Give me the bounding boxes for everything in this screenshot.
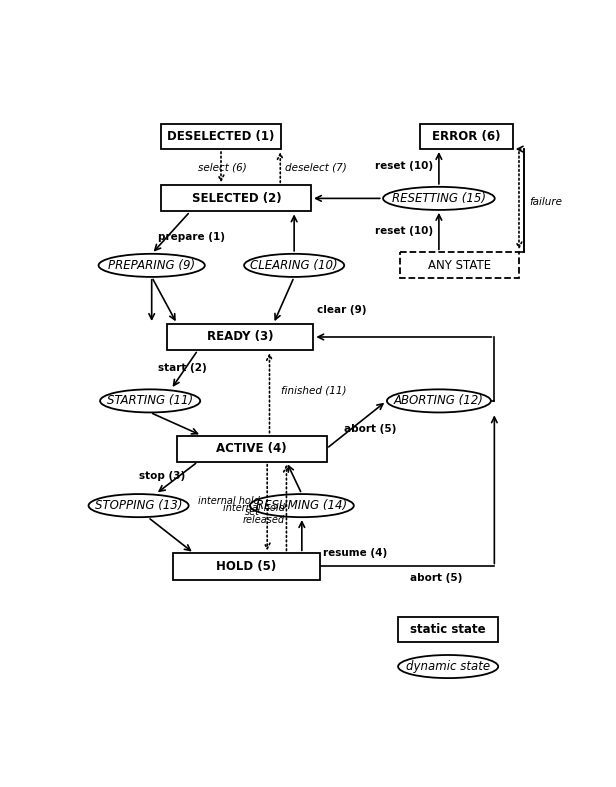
- Text: deselect (7): deselect (7): [285, 163, 347, 172]
- Text: reset (10): reset (10): [375, 227, 432, 237]
- FancyBboxPatch shape: [398, 617, 498, 642]
- Text: failure: failure: [529, 198, 562, 207]
- Text: RESETTING (15): RESETTING (15): [392, 192, 486, 205]
- Text: abort (5): abort (5): [410, 573, 462, 583]
- Text: DESELECTED (1): DESELECTED (1): [168, 131, 275, 143]
- Ellipse shape: [398, 655, 498, 678]
- Text: SELECTED (2): SELECTED (2): [192, 192, 281, 205]
- Text: prepare (1): prepare (1): [158, 232, 225, 242]
- Text: ABORTING (12): ABORTING (12): [394, 394, 484, 408]
- Ellipse shape: [250, 494, 354, 517]
- Text: internal hold
released: internal hold released: [223, 504, 285, 525]
- Text: ACTIVE (4): ACTIVE (4): [216, 442, 287, 455]
- Text: ERROR (6): ERROR (6): [432, 131, 501, 143]
- Ellipse shape: [89, 494, 188, 517]
- FancyBboxPatch shape: [161, 124, 281, 149]
- Text: select (6): select (6): [198, 163, 246, 172]
- FancyBboxPatch shape: [177, 435, 327, 462]
- Text: STOPPING (13): STOPPING (13): [95, 499, 182, 512]
- Text: PREPARING (9): PREPARING (9): [108, 259, 195, 272]
- Text: reset (10): reset (10): [375, 161, 432, 171]
- Text: internal hold
set: internal hold set: [198, 496, 259, 517]
- Ellipse shape: [383, 187, 495, 210]
- FancyBboxPatch shape: [400, 253, 519, 279]
- Ellipse shape: [99, 254, 205, 277]
- Ellipse shape: [100, 390, 200, 412]
- Text: abort (5): abort (5): [344, 424, 397, 434]
- FancyBboxPatch shape: [173, 553, 320, 579]
- Text: CLEARING (10): CLEARING (10): [250, 259, 338, 272]
- Text: HOLD (5): HOLD (5): [216, 560, 277, 573]
- FancyBboxPatch shape: [421, 124, 513, 149]
- Text: resume (4): resume (4): [323, 549, 387, 558]
- Text: stop (3): stop (3): [139, 471, 185, 481]
- Text: READY (3): READY (3): [207, 331, 274, 343]
- FancyBboxPatch shape: [161, 185, 312, 212]
- Ellipse shape: [244, 254, 344, 277]
- Text: STARTING (11): STARTING (11): [107, 394, 193, 408]
- Text: static state: static state: [410, 623, 486, 636]
- Ellipse shape: [387, 390, 491, 412]
- Text: clear (9): clear (9): [317, 305, 367, 315]
- FancyBboxPatch shape: [167, 324, 314, 350]
- Text: dynamic state: dynamic state: [406, 660, 490, 673]
- Text: start (2): start (2): [158, 363, 206, 373]
- Text: ANY STATE: ANY STATE: [428, 259, 491, 272]
- Text: finished (11): finished (11): [281, 386, 347, 396]
- Text: RESUMING (14): RESUMING (14): [256, 499, 347, 512]
